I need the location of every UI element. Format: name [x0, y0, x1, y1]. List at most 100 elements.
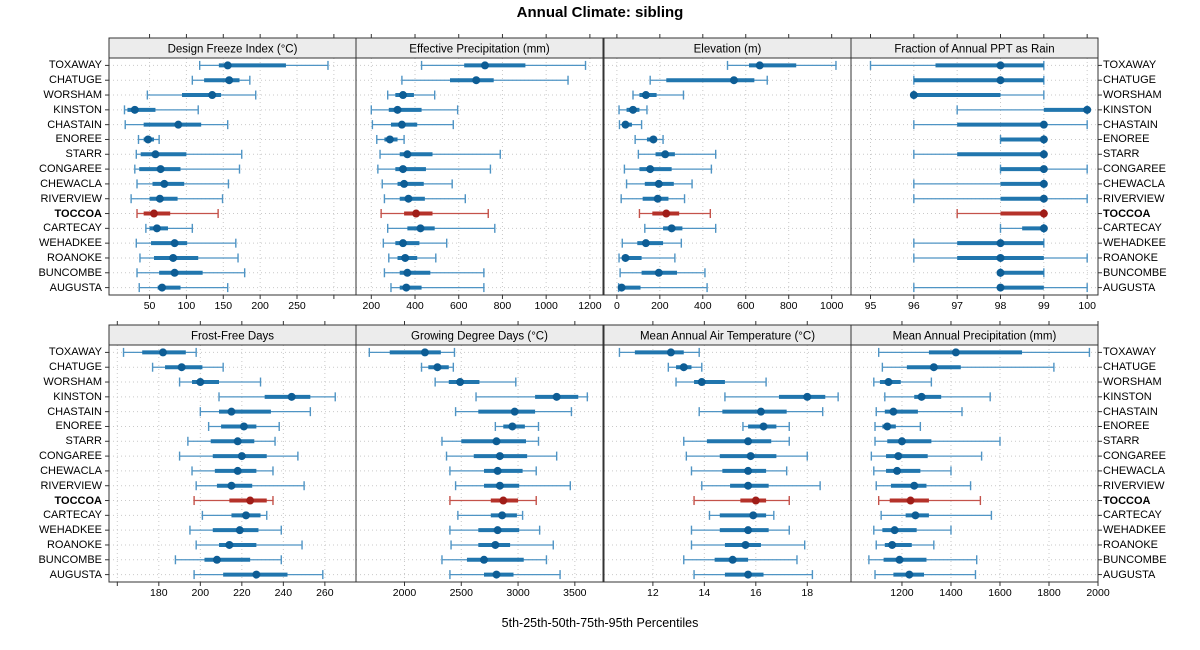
tick-label: 1800: [1037, 587, 1061, 599]
tick-label: 18: [801, 587, 813, 599]
station-label-left-starr: STARR: [65, 435, 102, 448]
station-label-left-congaree: CONGAREE: [39, 450, 102, 463]
median-dot: [480, 61, 489, 70]
median-dot: [641, 91, 650, 100]
panel-border: [850, 344, 1099, 583]
tick-label: 200: [192, 587, 210, 599]
median-dot: [398, 165, 407, 174]
station-label-right-chewacla: CHEWACLA: [1103, 464, 1165, 477]
median-dot: [237, 452, 246, 461]
median-dot: [621, 253, 630, 262]
station-label-left-augusta: AUGUSTA: [49, 568, 102, 581]
median-dot: [1039, 165, 1048, 174]
median-dot: [149, 209, 158, 218]
median-dot: [510, 407, 519, 416]
median-dot: [929, 363, 938, 372]
station-label-right-congaree: CONGAREE: [1103, 450, 1166, 463]
tick-label: 800: [780, 300, 798, 312]
median-dot: [403, 268, 412, 277]
median-dot: [646, 165, 655, 174]
median-dot: [1083, 105, 1092, 114]
median-dot: [667, 224, 676, 233]
median-dot: [456, 378, 465, 387]
tick-label: 250: [288, 300, 306, 312]
tick-label: 260: [316, 587, 334, 599]
median-dot: [895, 555, 904, 564]
median-dot: [744, 526, 753, 535]
median-dot: [404, 194, 413, 203]
median-dot: [1039, 120, 1048, 129]
median-dot: [666, 348, 675, 357]
station-label-left-chewacla: CHEWACLA: [40, 177, 102, 190]
median-dot: [433, 363, 442, 372]
tick-label: 1200: [578, 300, 602, 312]
median-dot: [661, 150, 670, 159]
median-dot: [416, 224, 425, 233]
station-label-left-roanoke: ROANOKE: [46, 538, 102, 551]
tick-label: 200: [363, 300, 381, 312]
median-dot: [654, 179, 663, 188]
tick-label: 95: [865, 300, 877, 312]
panel-border: [355, 57, 604, 296]
station-label-left-toxaway: TOXAWAY: [48, 59, 102, 72]
station-label-right-chatuge: CHATUGE: [1103, 361, 1156, 374]
median-dot: [628, 105, 637, 114]
median-dot: [400, 179, 409, 188]
station-label-right-riverview: RIVERVIEW: [1103, 479, 1165, 492]
station-label-right-buncombe: BUNCOMBE: [1103, 266, 1167, 279]
median-dot: [227, 481, 236, 490]
median-dot: [385, 135, 394, 144]
median-dot: [697, 378, 706, 387]
station-label-right-worsham: WORSHAM: [1103, 376, 1162, 389]
station-label-left-chatuge: CHATUGE: [49, 361, 102, 374]
station-label-right-chatuge: CHATUGE: [1103, 74, 1156, 87]
panel-bg: [109, 58, 356, 295]
panel-Effective Precipitation (mm): Effective Precipitation (mm) 200 400 600 800…: [355, 34, 604, 312]
median-dot: [649, 135, 658, 144]
station-label-left-kinston: KINSTON: [53, 390, 102, 403]
median-dot: [746, 452, 755, 461]
station-label-right-augusta: AUGUSTA: [1103, 568, 1156, 581]
median-dot: [728, 555, 737, 564]
station-label-left-worsham: WORSHAM: [43, 89, 102, 102]
station-label-right-wehadkee: WEHADKEE: [1103, 524, 1166, 537]
tick-label: 97: [951, 300, 963, 312]
median-dot: [212, 555, 221, 564]
station-label-right-buncombe: BUNCOMBE: [1103, 553, 1167, 566]
median-dot: [1039, 224, 1048, 233]
median-dot: [479, 555, 488, 564]
station-label-left-toccoa: TOCCOA: [54, 207, 102, 220]
median-dot: [170, 239, 179, 248]
station-label-left-toccoa: TOCCOA: [54, 494, 102, 507]
station-label-right-roanoke: ROANOKE: [1103, 538, 1159, 551]
station-label-left-cartecay: CARTECAY: [43, 509, 102, 522]
median-dot: [996, 239, 1005, 248]
median-dot: [917, 392, 926, 401]
median-dot: [241, 511, 250, 520]
tick-label: 98: [995, 300, 1007, 312]
median-dot: [227, 407, 236, 416]
median-dot: [160, 179, 169, 188]
median-dot: [225, 540, 234, 549]
panel-Growing Degree Days (°C): Growing Degree Days (°C) 2000 2500 3000 3500: [355, 321, 604, 599]
median-dot: [239, 422, 248, 431]
median-dot: [909, 91, 918, 100]
tick-label: 240: [275, 587, 293, 599]
median-dot: [756, 407, 765, 416]
median-dot: [498, 511, 507, 520]
median-dot: [744, 437, 753, 446]
tick-label: 2000: [393, 587, 417, 599]
median-dot: [653, 194, 662, 203]
median-dot: [158, 283, 167, 292]
station-label-right-starr: STARR: [1103, 148, 1140, 161]
station-label-right-toxaway: TOXAWAY: [1103, 59, 1157, 72]
station-label-left-worsham: WORSHAM: [43, 376, 102, 389]
median-dot: [741, 540, 750, 549]
station-label-right-kinston: KINSTON: [1103, 390, 1152, 403]
station-label-right-wehadkee: WEHADKEE: [1103, 237, 1166, 250]
station-label-right-congaree: CONGAREE: [1103, 163, 1166, 176]
tick-label: 1200: [890, 587, 914, 599]
median-dot: [654, 268, 663, 277]
median-dot: [1039, 135, 1048, 144]
